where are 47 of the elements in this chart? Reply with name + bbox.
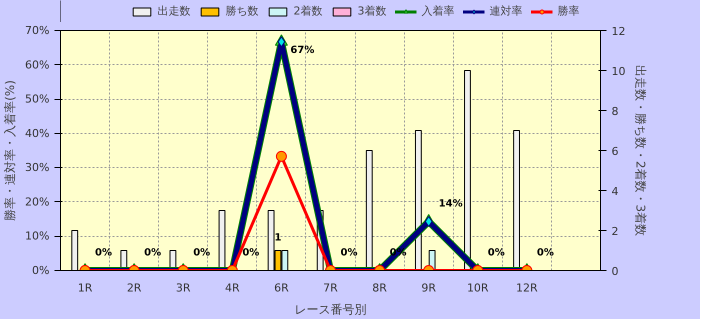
x-tick-label: 1R xyxy=(78,282,93,294)
point xyxy=(276,150,287,162)
data-label: 1 xyxy=(274,232,282,244)
y-tick-label: 10% xyxy=(25,230,50,243)
x-axis-title: レース番号別 xyxy=(294,302,366,316)
x-tick-label: 12R xyxy=(516,282,538,294)
legend-label: 勝率 xyxy=(558,4,580,18)
legend-label: 連対率 xyxy=(490,4,522,18)
y-tick-label: 40% xyxy=(25,126,50,140)
legend-label: 2着数 xyxy=(294,4,322,18)
data-label: 0% xyxy=(193,248,210,258)
y-tick-label: 30% xyxy=(25,161,50,174)
y-tick-label: 70% xyxy=(25,24,50,37)
legend-label: 勝ち数 xyxy=(226,4,258,18)
data-label: 0% xyxy=(488,248,505,258)
legend-label: 出走数 xyxy=(158,4,190,18)
data-label: 0% xyxy=(536,248,554,258)
x-tick-label: 9R xyxy=(421,282,436,294)
y2-tick-label: 10 xyxy=(612,65,626,78)
x-tick-label: 7R xyxy=(323,282,338,294)
data-label: 0% xyxy=(390,248,407,258)
legend-label: 入着率 xyxy=(422,4,454,18)
y-tick-label: 0% xyxy=(32,264,50,277)
data-label: 0% xyxy=(144,248,162,258)
y2-tick-label: 8 xyxy=(612,105,618,118)
x-tick-label: 3R xyxy=(176,282,191,294)
y2-tick-label: 0 xyxy=(612,265,618,278)
x-tick-label: 2R xyxy=(126,282,142,294)
data-label: 0% xyxy=(340,248,358,258)
x-tick-label: 6R xyxy=(274,282,290,294)
y-tick-label: 20% xyxy=(25,195,50,208)
y-axis-title: 勝率・連対率・入着率(%) xyxy=(3,80,18,221)
x-tick-label: 8R xyxy=(372,282,388,294)
data-label: 0% xyxy=(242,248,260,258)
x-tick-label: 4R xyxy=(224,282,240,294)
y2-tick-label: 6 xyxy=(612,145,618,158)
data-label: 0% xyxy=(95,248,112,258)
legend-label: 3着数 xyxy=(358,4,386,18)
y-tick-label: 50% xyxy=(25,92,50,106)
x-tick-label: 10R xyxy=(466,282,489,294)
y2-tick-label: 4 xyxy=(612,185,618,198)
data-label: 67% xyxy=(290,44,314,56)
y-tick-label: 60% xyxy=(25,58,50,72)
y2-tick-label: 12 xyxy=(612,25,626,38)
y2-tick-label: 2 xyxy=(612,225,618,238)
data-label: 14% xyxy=(438,198,463,210)
y2-axis-title: 出走数・勝ち数・2着数・3着数 xyxy=(633,64,648,236)
